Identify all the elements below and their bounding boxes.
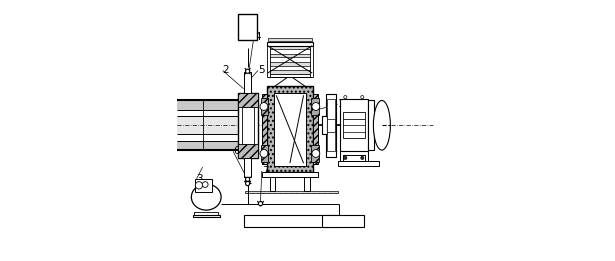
Bar xyxy=(239,93,258,107)
Bar xyxy=(343,112,365,138)
Bar xyxy=(269,177,276,191)
Bar xyxy=(267,86,312,172)
Bar xyxy=(327,119,335,132)
Bar xyxy=(192,215,220,217)
Bar xyxy=(196,179,212,192)
Bar xyxy=(244,215,339,227)
Bar xyxy=(239,144,258,158)
Bar xyxy=(304,177,310,191)
Bar xyxy=(244,158,251,177)
Ellipse shape xyxy=(191,184,221,210)
Bar xyxy=(262,94,267,164)
Bar xyxy=(340,151,368,161)
Circle shape xyxy=(196,182,202,189)
Text: 7: 7 xyxy=(262,166,269,176)
Bar xyxy=(177,100,239,150)
Bar xyxy=(268,62,312,66)
Bar xyxy=(261,98,268,115)
Bar xyxy=(266,42,313,46)
Circle shape xyxy=(361,156,364,159)
Circle shape xyxy=(344,96,347,99)
Circle shape xyxy=(312,103,320,110)
Bar xyxy=(340,99,368,151)
Bar xyxy=(368,100,374,150)
Bar xyxy=(261,145,268,162)
Bar xyxy=(266,43,269,77)
Bar xyxy=(310,43,313,77)
Bar xyxy=(268,54,312,57)
Bar xyxy=(311,98,319,115)
Bar xyxy=(268,74,311,77)
Bar xyxy=(194,212,218,215)
Bar xyxy=(238,14,258,40)
Bar xyxy=(322,215,363,227)
Bar xyxy=(244,72,251,93)
Bar xyxy=(343,119,365,125)
Text: 2: 2 xyxy=(223,66,229,75)
Bar xyxy=(239,93,258,158)
Bar xyxy=(338,161,379,166)
Bar xyxy=(177,110,239,141)
Bar xyxy=(343,155,365,161)
Bar xyxy=(327,99,335,151)
Bar xyxy=(326,94,336,157)
Circle shape xyxy=(258,201,263,206)
Circle shape xyxy=(260,150,268,157)
Bar xyxy=(311,145,319,162)
Bar xyxy=(177,116,239,134)
Circle shape xyxy=(202,182,208,187)
Text: 6: 6 xyxy=(233,146,240,156)
Bar xyxy=(312,94,318,164)
Bar xyxy=(268,46,312,49)
Bar xyxy=(274,93,306,166)
Text: 1: 1 xyxy=(338,99,344,109)
Bar xyxy=(245,191,338,193)
Bar xyxy=(262,172,318,177)
Circle shape xyxy=(361,96,364,99)
Circle shape xyxy=(245,181,250,186)
Circle shape xyxy=(344,156,347,159)
Bar xyxy=(268,70,312,74)
Bar xyxy=(343,119,365,132)
Bar xyxy=(322,116,327,134)
Circle shape xyxy=(245,177,250,181)
Circle shape xyxy=(245,69,250,73)
Text: 5: 5 xyxy=(258,66,264,75)
Circle shape xyxy=(312,150,320,157)
Ellipse shape xyxy=(373,100,391,150)
Circle shape xyxy=(260,103,268,110)
Bar xyxy=(268,38,312,41)
Bar xyxy=(242,107,254,144)
Text: 3: 3 xyxy=(197,174,203,184)
Text: 4: 4 xyxy=(254,32,261,41)
